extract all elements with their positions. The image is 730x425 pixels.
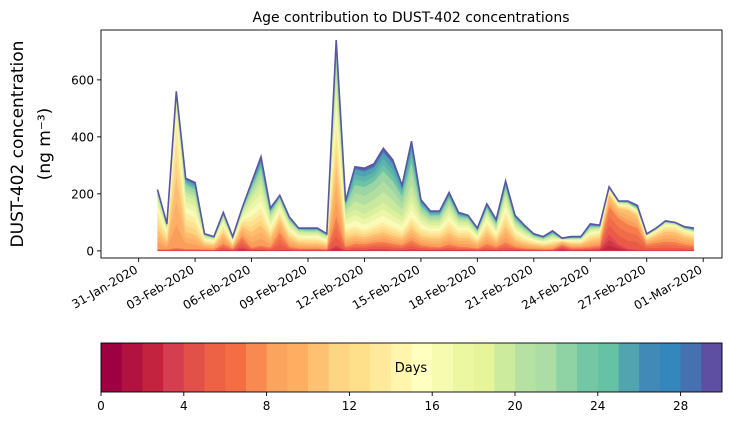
y-axis-ticks: 0 200 400 600 — [71, 73, 101, 258]
colorbar-swatch — [328, 343, 350, 392]
x-axis-ticks: 31-Jan-202003-Feb-202006-Feb-202009-Feb-… — [69, 258, 705, 313]
colorbar-swatch — [680, 343, 702, 392]
colorbar-swatch — [411, 343, 433, 392]
colorbar-swatch — [266, 343, 288, 392]
colorbar-frame — [100, 342, 723, 393]
colorbar-swatch — [494, 343, 516, 392]
colorbar-swatch — [349, 343, 371, 392]
colorbar-swatch — [618, 343, 640, 392]
total-concentration-line — [156, 39, 694, 239]
colorbar-swatch — [204, 343, 226, 392]
y-axis-label: DUST-402 concentration — [8, 41, 28, 248]
colorbar-swatch — [452, 343, 474, 392]
colorbar-swatch — [142, 343, 164, 392]
y-tick-label: 0 — [86, 244, 94, 258]
colorbar-swatch — [639, 343, 661, 392]
colorbar-tick-label: 8 — [263, 399, 271, 413]
colorbar-swatch — [245, 343, 267, 392]
colorbar-swatch — [101, 343, 123, 392]
colorbar-swatch — [473, 343, 495, 392]
y-tick-label: 400 — [71, 130, 94, 144]
y-axis-label-line1: DUST-402 concentration — [8, 41, 28, 248]
colorbar-swatch — [556, 343, 578, 392]
y-tick-label: 600 — [71, 73, 94, 87]
colorbar-swatch — [121, 343, 143, 392]
colorbar-swatch — [163, 343, 185, 392]
colorbar: 0 4 8 12 16 20 24 28 — [97, 342, 723, 413]
colorbar-swatch — [183, 343, 205, 392]
colorbar-swatch — [432, 343, 454, 392]
colorbar-tick-label: 4 — [180, 399, 188, 413]
colorbar-tick-label: 28 — [673, 399, 688, 413]
colorbar-swatch — [225, 343, 247, 392]
colorbar-swatch — [390, 343, 412, 392]
colorbar-swatch — [515, 343, 537, 392]
colorbar-tick-label: 12 — [342, 399, 357, 413]
total-line-group — [156, 39, 694, 239]
colorbar-swatch — [577, 343, 599, 392]
colorbar-swatch — [659, 343, 681, 392]
y-axis-label-line2: (ng m⁻³) — [35, 108, 55, 181]
plot-frame — [100, 29, 723, 259]
colorbar-label: Days — [395, 361, 428, 376]
colorbar-tick-label: 24 — [590, 399, 605, 413]
colorbar-swatch — [287, 343, 309, 392]
y-axis-unit: (ng m⁻³) — [35, 108, 55, 181]
colorbar-tick-label: 16 — [425, 399, 440, 413]
y-tick-label: 200 — [71, 187, 94, 201]
colorbar-tick-label: 20 — [507, 399, 522, 413]
colorbar-swatch — [701, 343, 723, 392]
chart-title: Age contribution to DUST-402 concentrati… — [253, 10, 570, 26]
colorbar-swatch — [308, 343, 330, 392]
colorbar-tick-label: 0 — [97, 399, 105, 413]
colorbar-swatch — [597, 343, 619, 392]
colorbar-swatch — [535, 343, 557, 392]
colorbar-swatch — [370, 343, 392, 392]
